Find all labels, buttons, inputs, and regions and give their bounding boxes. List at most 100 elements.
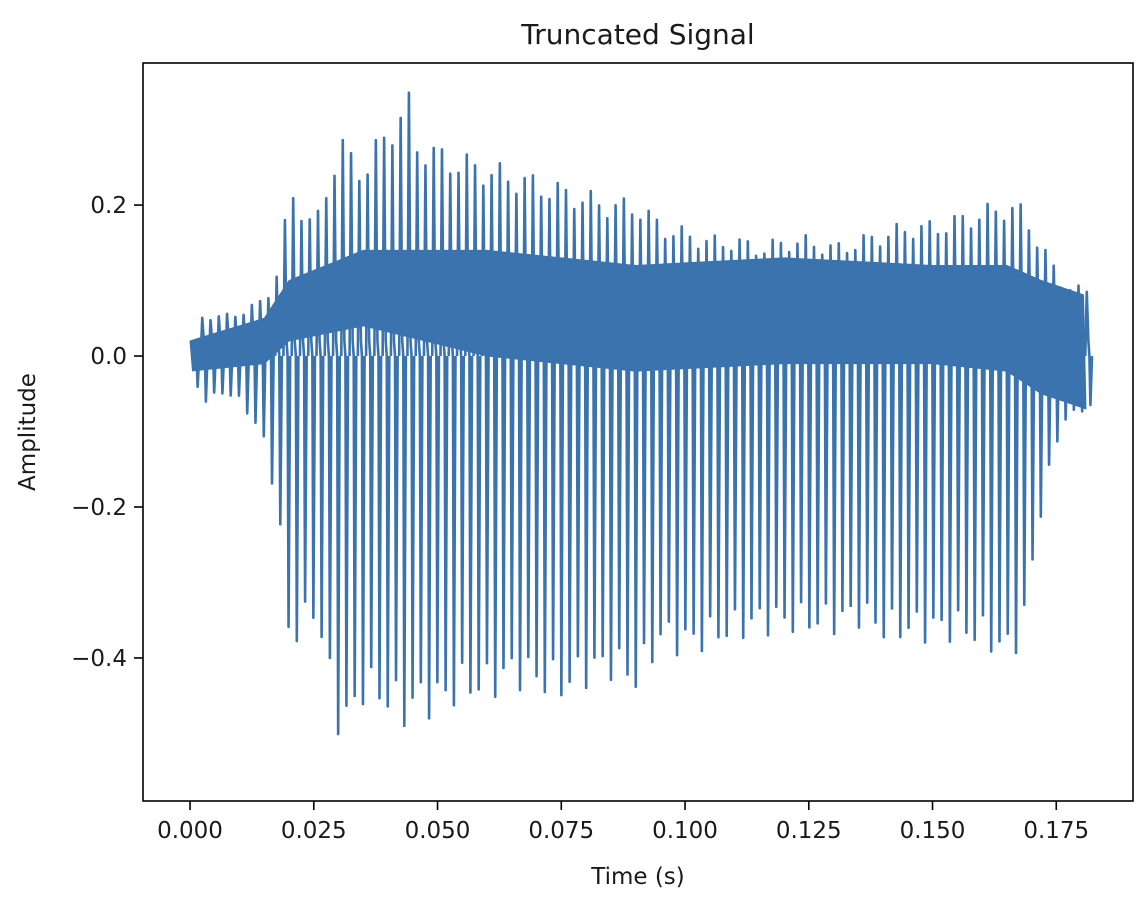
signal-cycle <box>340 138 350 707</box>
x-tick-label: 0.175 <box>1023 818 1089 844</box>
signal-cycle <box>1067 288 1077 412</box>
signal-cycle <box>439 148 449 692</box>
signal-cycle <box>869 235 879 624</box>
signal-cycle <box>472 163 482 691</box>
signal-cycle <box>315 209 325 639</box>
signal-cycle <box>844 251 854 608</box>
y-tick-label: −0.2 <box>71 495 127 521</box>
signal-cycle <box>745 240 755 620</box>
signal-cycle <box>240 313 251 415</box>
y-tick-label: 0.2 <box>90 193 127 219</box>
signal-cycle <box>860 233 871 604</box>
signal-cycle <box>373 138 383 700</box>
signal-cycle <box>356 179 366 706</box>
x-tick-label: 0.075 <box>528 818 594 844</box>
signal-cycle <box>1059 287 1069 421</box>
x-tick-label: 0.025 <box>281 818 347 844</box>
signal-cycle <box>835 242 846 613</box>
signal-cycle <box>554 181 565 697</box>
signal-cycle <box>505 180 515 660</box>
signal-cycle <box>232 315 242 397</box>
signal-cycle <box>422 164 432 720</box>
signal-cycle <box>968 227 978 642</box>
signal-cycle <box>654 218 664 636</box>
signal-cycle <box>323 196 333 660</box>
signal-cycle <box>538 195 548 694</box>
signal-cycle <box>827 244 838 636</box>
signal-cycle <box>662 237 672 623</box>
signal-cycle <box>282 218 292 629</box>
signal-cycle <box>926 220 937 619</box>
signal-cycle <box>447 172 457 707</box>
signal-cycle <box>571 207 581 658</box>
y-tick-label: −0.4 <box>71 646 127 672</box>
signal-cycle <box>1034 246 1044 518</box>
signal-cycle <box>761 252 771 637</box>
signal-cycle <box>993 210 1003 643</box>
plot-area <box>189 91 1094 736</box>
signal-cycle <box>207 318 218 394</box>
x-axis: 0.000 0.025 0.050 0.075 0.100 0.125 0.150 0.175 <box>157 801 1089 844</box>
signal-cycle <box>728 249 738 611</box>
signal-cycle <box>579 201 590 690</box>
signal-cycle <box>249 303 259 424</box>
signal-cycle <box>224 312 234 397</box>
signal-cycle <box>1017 203 1028 607</box>
signal-cycle <box>463 153 474 694</box>
signal-cycle <box>397 116 408 728</box>
signal-cycle <box>389 144 399 682</box>
signal-cycle <box>852 248 862 629</box>
signal-cycle <box>918 224 928 644</box>
signal-cycle <box>364 173 375 669</box>
signal-cycle <box>802 234 813 629</box>
signal-cycle <box>298 219 308 603</box>
signal-cycle <box>811 245 821 625</box>
signal-cycle <box>703 239 714 618</box>
signal-cycle <box>430 146 441 684</box>
signal-cycle <box>678 225 689 631</box>
signal-cycle <box>488 173 499 699</box>
signal-cycle <box>1083 290 1094 407</box>
signal-cycle <box>1075 284 1086 413</box>
signal-cycle <box>480 184 490 665</box>
signal-cycle <box>513 192 523 692</box>
signal-cycle <box>893 222 904 639</box>
signal-cycle <box>976 218 986 617</box>
signal-cycle <box>720 245 730 638</box>
signal-cycle <box>1026 229 1036 561</box>
signal-cycle <box>629 213 639 689</box>
signal-cycle <box>794 242 804 604</box>
signal-cycle <box>711 234 722 639</box>
signal-cycle <box>902 230 912 630</box>
signal-cycle <box>1050 264 1061 443</box>
y-tick-label: 0.0 <box>90 344 127 370</box>
signal-cycle <box>984 202 995 653</box>
signal-cycle <box>306 218 317 619</box>
signal-cycle <box>381 136 391 708</box>
signal-cycle <box>885 235 895 610</box>
signal-cycle <box>877 245 887 639</box>
x-tick-label: 0.050 <box>405 818 471 844</box>
signal-cycle <box>546 197 556 661</box>
signal-cycle <box>199 316 209 403</box>
signal-cycle <box>216 315 226 395</box>
signal-cycle <box>1001 219 1011 635</box>
signal-cycle <box>191 339 201 389</box>
signal-cycle <box>769 238 780 609</box>
signal-cycle <box>497 161 507 670</box>
signal-cycle <box>910 237 920 613</box>
signal-cycle <box>530 174 540 678</box>
signal-cycle <box>778 241 788 619</box>
y-axis: −0.4 −0.2 0.0 0.2 <box>71 193 143 672</box>
signal-cycle <box>563 188 573 684</box>
signal-cycle <box>819 253 829 605</box>
signal-cycle <box>695 247 705 653</box>
signal-cycle <box>521 176 532 659</box>
signal-cycle <box>935 232 945 622</box>
signal-cycle <box>1042 248 1052 466</box>
signal-cycle <box>596 204 606 658</box>
signal-cycle <box>951 214 962 612</box>
signal-cycle <box>621 197 631 676</box>
signal-cycle <box>273 275 284 526</box>
